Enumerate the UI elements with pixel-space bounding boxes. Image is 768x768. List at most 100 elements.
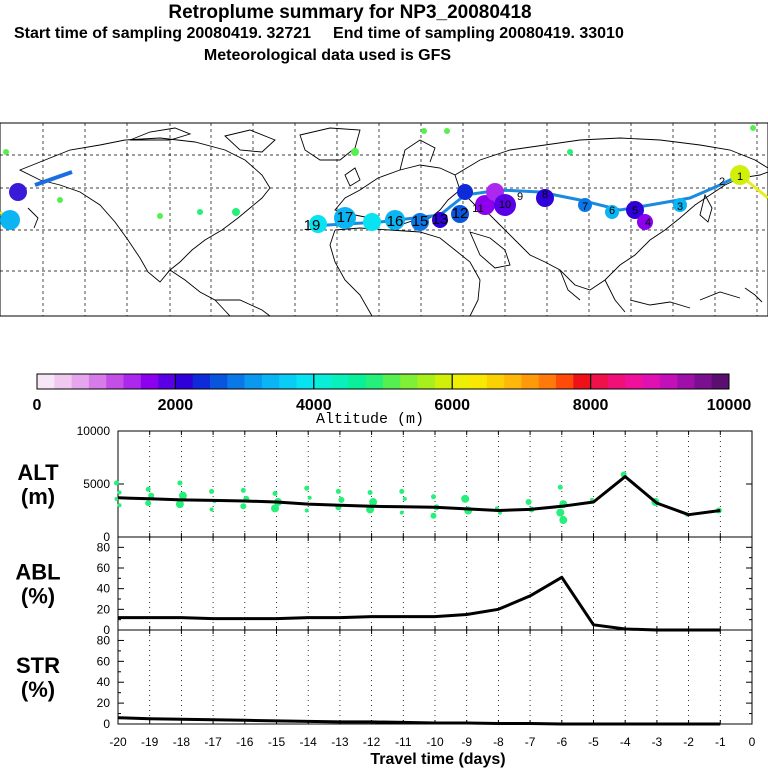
colorbar-swatch [400, 374, 418, 389]
colorbar-swatch [37, 374, 55, 389]
plume-blob [157, 213, 163, 219]
panel-ylabel: STR [16, 653, 60, 678]
x-tick-label: -20 [109, 735, 127, 749]
x-tick-label: -18 [173, 735, 191, 749]
y-tick-label: 40 [97, 675, 111, 689]
altitude-point [148, 492, 155, 499]
y-tick-label: 5000 [83, 477, 110, 491]
trajectory-day-label: 12 [452, 205, 469, 222]
x-tick-label: -10 [426, 735, 444, 749]
colorbar-swatch [227, 374, 245, 389]
colorbar-swatch [642, 374, 661, 389]
x-tick-label: -7 [525, 735, 536, 749]
colorbar-swatch [313, 374, 332, 389]
plume-blob [730, 165, 750, 185]
altitude-point [178, 491, 187, 500]
colorbar-swatch [383, 374, 401, 389]
trajectory-day-label: 11 [472, 203, 483, 215]
trajectory-day-label: 13 [432, 211, 449, 228]
altitude-colorbar [36, 373, 730, 390]
y-tick-label: 80 [97, 540, 111, 554]
colorbar-tick-label: 6000 [434, 397, 470, 414]
colorbar-swatch [469, 374, 488, 389]
plume-blob [475, 195, 495, 215]
y-tick-label: 0 [103, 717, 110, 731]
altitude-point [271, 504, 279, 513]
sampling-time-line: Start time of sampling 20080419. 32721 En… [14, 25, 624, 43]
colorbar-swatch [521, 374, 539, 389]
x-tick-label: -3 [652, 735, 663, 749]
plume-blob [673, 198, 687, 212]
altitude-point [240, 487, 246, 493]
x-tick-label: -6 [556, 735, 567, 749]
altitude-point [461, 494, 470, 503]
colorbar-tick-labels: 0 2000 4000 6000 8000 10000 [33, 397, 752, 414]
plume-blob [411, 213, 429, 231]
x-tick-label: -19 [141, 735, 159, 749]
colorbar-swatch [210, 374, 228, 389]
colorbar-swatch [538, 374, 557, 389]
colorbar-swatch [607, 374, 626, 389]
colorbar-swatch [659, 374, 678, 389]
plume-blob [385, 210, 405, 230]
plume-blob [536, 189, 554, 207]
colorbar-tick-label: 8000 [573, 397, 609, 414]
colorbar-swatch [348, 374, 366, 389]
colorbar-swatch [590, 374, 609, 389]
x-tick-label: -12 [363, 735, 381, 749]
altitude-point [525, 499, 532, 506]
colorbar-swatch [452, 374, 470, 389]
plume-blob [351, 148, 359, 156]
x-tick-label: -16 [236, 735, 254, 749]
x-tick-label: -5 [588, 735, 599, 749]
panel-ylabel: (m) [21, 484, 55, 509]
altitude-point [117, 503, 122, 508]
met-data-line: Meteorological data used is GFS [203, 47, 452, 64]
plume-blob [605, 205, 619, 219]
x-tick-label: -4 [620, 735, 631, 749]
colorbar-swatch [417, 374, 436, 389]
start-time: Start time of sampling 20080419. 32721 [14, 25, 312, 42]
series-line-abl [118, 575, 721, 632]
plume-blob [432, 212, 448, 228]
altitude-point [114, 480, 119, 486]
panel-str: 0 20 40 60 80 STR(%) [16, 629, 753, 731]
x-tick-label: -13 [331, 735, 349, 749]
plume-blob [567, 149, 573, 155]
trajectory-day-label: 9 [517, 191, 523, 203]
x-tick-label: -1 [715, 735, 726, 749]
plume-blob [421, 128, 427, 134]
panel-ylabel: ABL [15, 560, 60, 585]
chart-title: Retroplume summary for NP3_20080418 [168, 2, 532, 23]
colorbar-swatch [175, 374, 193, 389]
x-tick-label: -14 [300, 735, 318, 749]
altitude-point [338, 496, 345, 503]
colorbar-tick-label: 4000 [296, 397, 332, 414]
panel-alt: 0 5000 10000 ALT(m) [17, 424, 753, 544]
colorbar-swatch [244, 374, 263, 389]
altitude-point [307, 495, 312, 500]
altitude-point [240, 503, 247, 510]
y-tick-label: 60 [97, 654, 111, 668]
trajectory-day-label: 15 [412, 213, 429, 230]
plume-blob [197, 209, 203, 215]
colorbar-swatch [123, 374, 142, 389]
x-axis-label: Travel time (days) [370, 751, 505, 768]
colorbar-swatch [158, 374, 176, 389]
y-tick-label: 20 [97, 696, 111, 710]
plume-blob [57, 197, 63, 203]
colorbar-swatch [434, 374, 453, 389]
colorbar-swatch [261, 374, 280, 389]
trajectory-day-label: 16 [387, 213, 404, 230]
altitude-point [209, 488, 215, 494]
plume-blob [0, 210, 20, 230]
plume-blob [750, 125, 756, 131]
colorbar-swatch [140, 374, 159, 389]
altitude-point [399, 488, 405, 494]
colorbar-frame [36, 373, 730, 390]
x-tick-label: -9 [461, 735, 472, 749]
colorbar-swatch [556, 374, 574, 389]
altitude-point [335, 488, 341, 494]
panel-ylabel: ALT [17, 460, 59, 485]
